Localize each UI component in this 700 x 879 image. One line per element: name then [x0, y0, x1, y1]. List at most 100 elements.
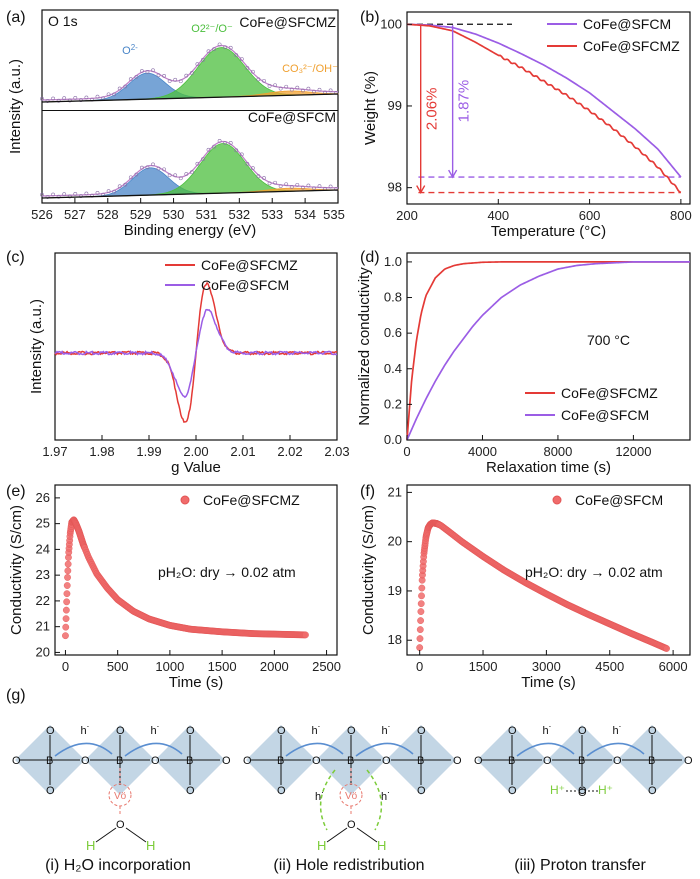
xps-datapoint [273, 83, 278, 88]
water-hydrogen: H [146, 838, 155, 853]
xps-datapoint [184, 73, 189, 78]
panel-c-xtick-label: 2.02 [277, 444, 302, 459]
hole-hop-arrow [355, 742, 414, 757]
water-hydrogen: H [86, 838, 95, 853]
xps-datapoint [62, 96, 67, 101]
panel-f: 0 1500 3000 4500 6000 18 19 20 21 CoFe@SFCM pH₂O: … [360, 483, 691, 691]
panel-c-xtick-label: 2.00 [183, 444, 208, 459]
panel-a-xtick-label: 534 [294, 207, 316, 222]
atom-o: O [578, 785, 587, 797]
proton-label: H⁺ [598, 783, 613, 797]
panel-d-xlabel: Relaxation time (s) [486, 459, 611, 476]
e-panel-label: (e) [6, 483, 26, 500]
xps-datapoint [134, 172, 139, 177]
panel-f-xtick-label: 4500 [595, 659, 624, 674]
xps-datapoint [151, 68, 155, 73]
atom-o: O [116, 725, 125, 737]
panel-a-xtick-label: 533 [261, 207, 283, 222]
conductivity-datapoint [63, 582, 71, 589]
xps-datapoint [284, 84, 289, 89]
xps-datapoint [173, 77, 178, 82]
atom-o: O [578, 725, 587, 737]
conductivity-datapoint [663, 645, 670, 652]
xps-datapoint [78, 98, 83, 103]
xps-datapoint [189, 71, 194, 75]
proton-label: H⁺ [550, 783, 565, 797]
hole-label: h˙ [81, 725, 91, 737]
panel-b-xtick-label: 400 [487, 208, 509, 223]
panel-c-s0-legend-label: CoFe@SFCMZ [201, 257, 298, 273]
panel-b-xlabel: Temperature (°C) [491, 223, 606, 240]
panel-c-xtick-label: 1.98 [89, 444, 114, 459]
atom-o: O [243, 755, 252, 767]
xps-datapoint [167, 173, 172, 178]
xps-datapoint [239, 152, 244, 157]
xps-datapoint [328, 88, 333, 93]
panel-d-ytick-label: 0.6 [384, 325, 402, 340]
conductivity-datapoint [418, 584, 426, 592]
panel-f-xtick-label: 3000 [532, 659, 561, 674]
panel-a-ylabel: Intensity (a.u.) [7, 59, 24, 154]
vacancy-label: Vö [345, 791, 358, 802]
atom-o: O [417, 785, 426, 797]
conductivity-datapoint [63, 598, 71, 606]
panel-e-annotation: pH₂O: dry → 0.02 atm [158, 564, 296, 580]
xps-datapoint [112, 92, 117, 97]
xps-datapoint [134, 74, 139, 79]
panel-d-s1-legend-label: CoFe@SFCM [561, 407, 649, 423]
panel-d-frame [406, 252, 691, 441]
atom-b: B [116, 755, 123, 767]
atom-b: B [186, 755, 193, 767]
atom-o: O [613, 755, 622, 767]
xps-datapoint [201, 57, 205, 62]
xps-datapoint [212, 47, 216, 52]
xps-envelope-CoFe@SFCMZ [41, 44, 339, 101]
xps-datapoint [278, 86, 283, 91]
xps-datapoint [267, 181, 272, 186]
xps-datapoint [51, 192, 56, 197]
panel-e-ytick-label: 21 [36, 619, 50, 634]
vacancy-label: Vö [114, 791, 127, 802]
panel-c-xtick-label: 2.01 [230, 444, 255, 459]
xps-datapoint [306, 183, 311, 188]
xps-spectrum-label: CoFe@SFCM [248, 109, 336, 125]
xps-datapoint [300, 88, 305, 93]
conductivity-datapoint [62, 632, 69, 640]
xps-datapoint [73, 191, 78, 196]
hole-hop-arrow [516, 742, 575, 757]
hole-label: h˙ [151, 725, 161, 737]
xps-datapoint [95, 191, 100, 195]
panel-a-xtick-label: 531 [196, 207, 218, 222]
atom-b: B [417, 755, 424, 767]
panel-d-ytick-label: 0.4 [384, 361, 402, 376]
xps-datapoint [223, 140, 228, 145]
xps-spectrum-label: CoFe@SFCMZ [239, 14, 336, 30]
panel-c-xtick-label: 2.03 [324, 444, 349, 459]
xps-datapoint [90, 193, 94, 198]
xps-datapoint [178, 176, 183, 181]
atom-o: O [648, 725, 657, 737]
xps-datapoint [267, 84, 272, 88]
hole-label: h˙ [543, 725, 553, 737]
xps-datapoint [217, 138, 222, 143]
f-panel-label: (f) [360, 483, 375, 500]
panel-d-xtick-label: 12000 [615, 444, 651, 459]
panel-e-ytick-label: 22 [36, 593, 50, 608]
a-panel-label: (a) [6, 9, 26, 26]
xps-datapoint [317, 87, 322, 92]
panel-d-s0-legend-label: CoFe@SFCMZ [561, 385, 658, 401]
xps-datapoint [289, 87, 294, 92]
panel-a-xtick-label: 529 [130, 207, 152, 222]
xps-datapoint [262, 78, 266, 83]
panel-e-xtick-label: 0 [62, 659, 69, 674]
panel-b-xtick-label: 200 [396, 208, 418, 223]
conductivity-datapoint [62, 623, 70, 631]
panel-e-ytick-label: 25 [36, 516, 50, 531]
atom-b: B [277, 755, 284, 767]
hole-hop-arrow [586, 742, 645, 757]
xps-datapoint [284, 182, 289, 187]
panel-a-frame [41, 9, 339, 204]
schematic-caption: (ii) Hole redistribution [273, 857, 424, 874]
schematic-caption: (i) H₂O incorporation [45, 857, 191, 874]
